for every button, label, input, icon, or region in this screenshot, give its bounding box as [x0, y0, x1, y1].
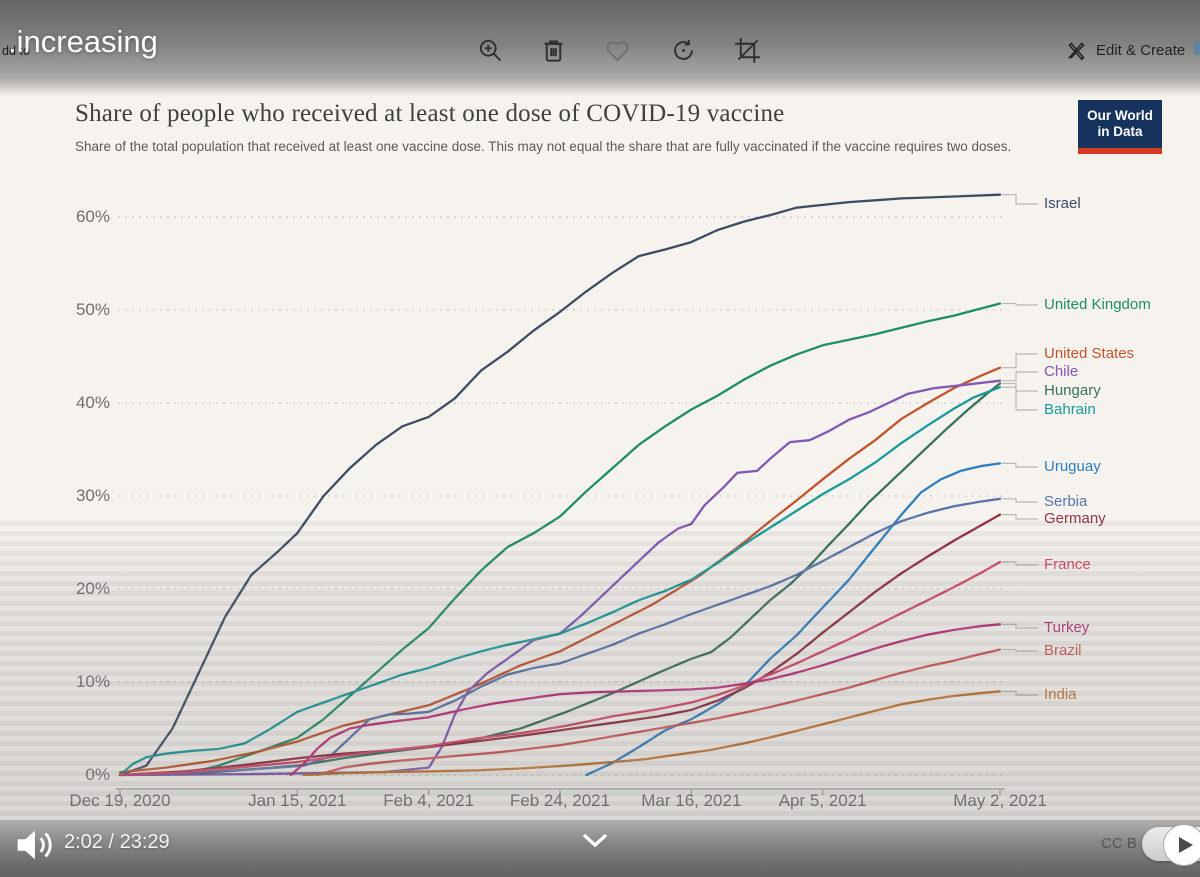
series-label-turkey: Turkey [1044, 619, 1090, 636]
series-label-germany: Germany [1044, 510, 1106, 527]
volume-icon[interactable] [10, 822, 56, 868]
chart-title: Share of people who received at least on… [75, 100, 785, 127]
series-label-united-kingdom: United Kingdom [1044, 296, 1151, 313]
series-label-chile: Chile [1044, 363, 1079, 380]
x-tick-label: Feb 4, 2021 [383, 791, 475, 810]
owid-logo-line2: in Data [1097, 124, 1143, 139]
delete-icon[interactable] [540, 37, 567, 64]
y-tick-label: 10% [75, 672, 110, 691]
cc-license-text: CC B [1101, 835, 1137, 852]
crop-icon[interactable] [734, 37, 761, 64]
y-tick-label: 20% [75, 579, 110, 598]
video-caption: .increasing [8, 24, 158, 59]
play-icon [1178, 837, 1193, 853]
x-tick-label: Jan 15, 2021 [248, 791, 347, 810]
time-display: 2:02 / 23:29 [64, 831, 170, 853]
bottom-overlay-gradient [0, 820, 1200, 877]
series-label-india: India [1044, 686, 1077, 703]
y-tick-label: 0% [85, 765, 110, 784]
x-tick-label: Mar 16, 2021 [641, 791, 742, 810]
edit-create-button[interactable]: Edit & Create [1066, 40, 1185, 61]
series-label-bahrain: Bahrain [1044, 401, 1096, 418]
y-tick-label: 60% [75, 207, 110, 226]
series-label-united-states: United States [1044, 345, 1135, 362]
rotate-icon[interactable] [670, 37, 697, 64]
owid-logo-line1: Our World [1087, 108, 1153, 123]
edit-create-icon [1067, 42, 1085, 61]
series-label-hungary: Hungary [1044, 382, 1101, 399]
series-label-israel: Israel [1044, 195, 1081, 212]
x-tick-label: Feb 24, 2021 [509, 791, 611, 810]
series-label-uruguay: Uruguay [1044, 458, 1101, 475]
x-tick-label: Apr 5, 2021 [778, 791, 867, 810]
zoom-icon[interactable] [477, 37, 504, 64]
favorite-heart-icon[interactable] [604, 37, 631, 64]
y-tick-label: 40% [75, 393, 110, 412]
play-next-button[interactable] [1163, 824, 1200, 866]
edit-create-label: Edit & Create [1096, 42, 1186, 59]
owid-logo-stripe [1078, 148, 1162, 154]
series-label-france: France [1044, 556, 1091, 573]
y-tick-label: 30% [75, 486, 110, 505]
series-label-brazil: Brazil [1044, 642, 1082, 659]
owid-logo: Our World in Data [1078, 100, 1162, 154]
y-tick-label: 50% [75, 300, 110, 319]
cropped-ui-fragment [1194, 42, 1200, 55]
top-overlay-gradient [0, 0, 1200, 97]
series-label-serbia: Serbia [1044, 493, 1088, 510]
chevron-down-icon[interactable] [579, 832, 611, 850]
partial-add-to-button[interactable]: dd to [2, 44, 30, 58]
x-tick-label: Dec 19, 2020 [69, 791, 171, 810]
x-tick-label: May 2, 2021 [953, 791, 1047, 810]
chart-subtitle: Share of the total population that recei… [75, 139, 1012, 154]
